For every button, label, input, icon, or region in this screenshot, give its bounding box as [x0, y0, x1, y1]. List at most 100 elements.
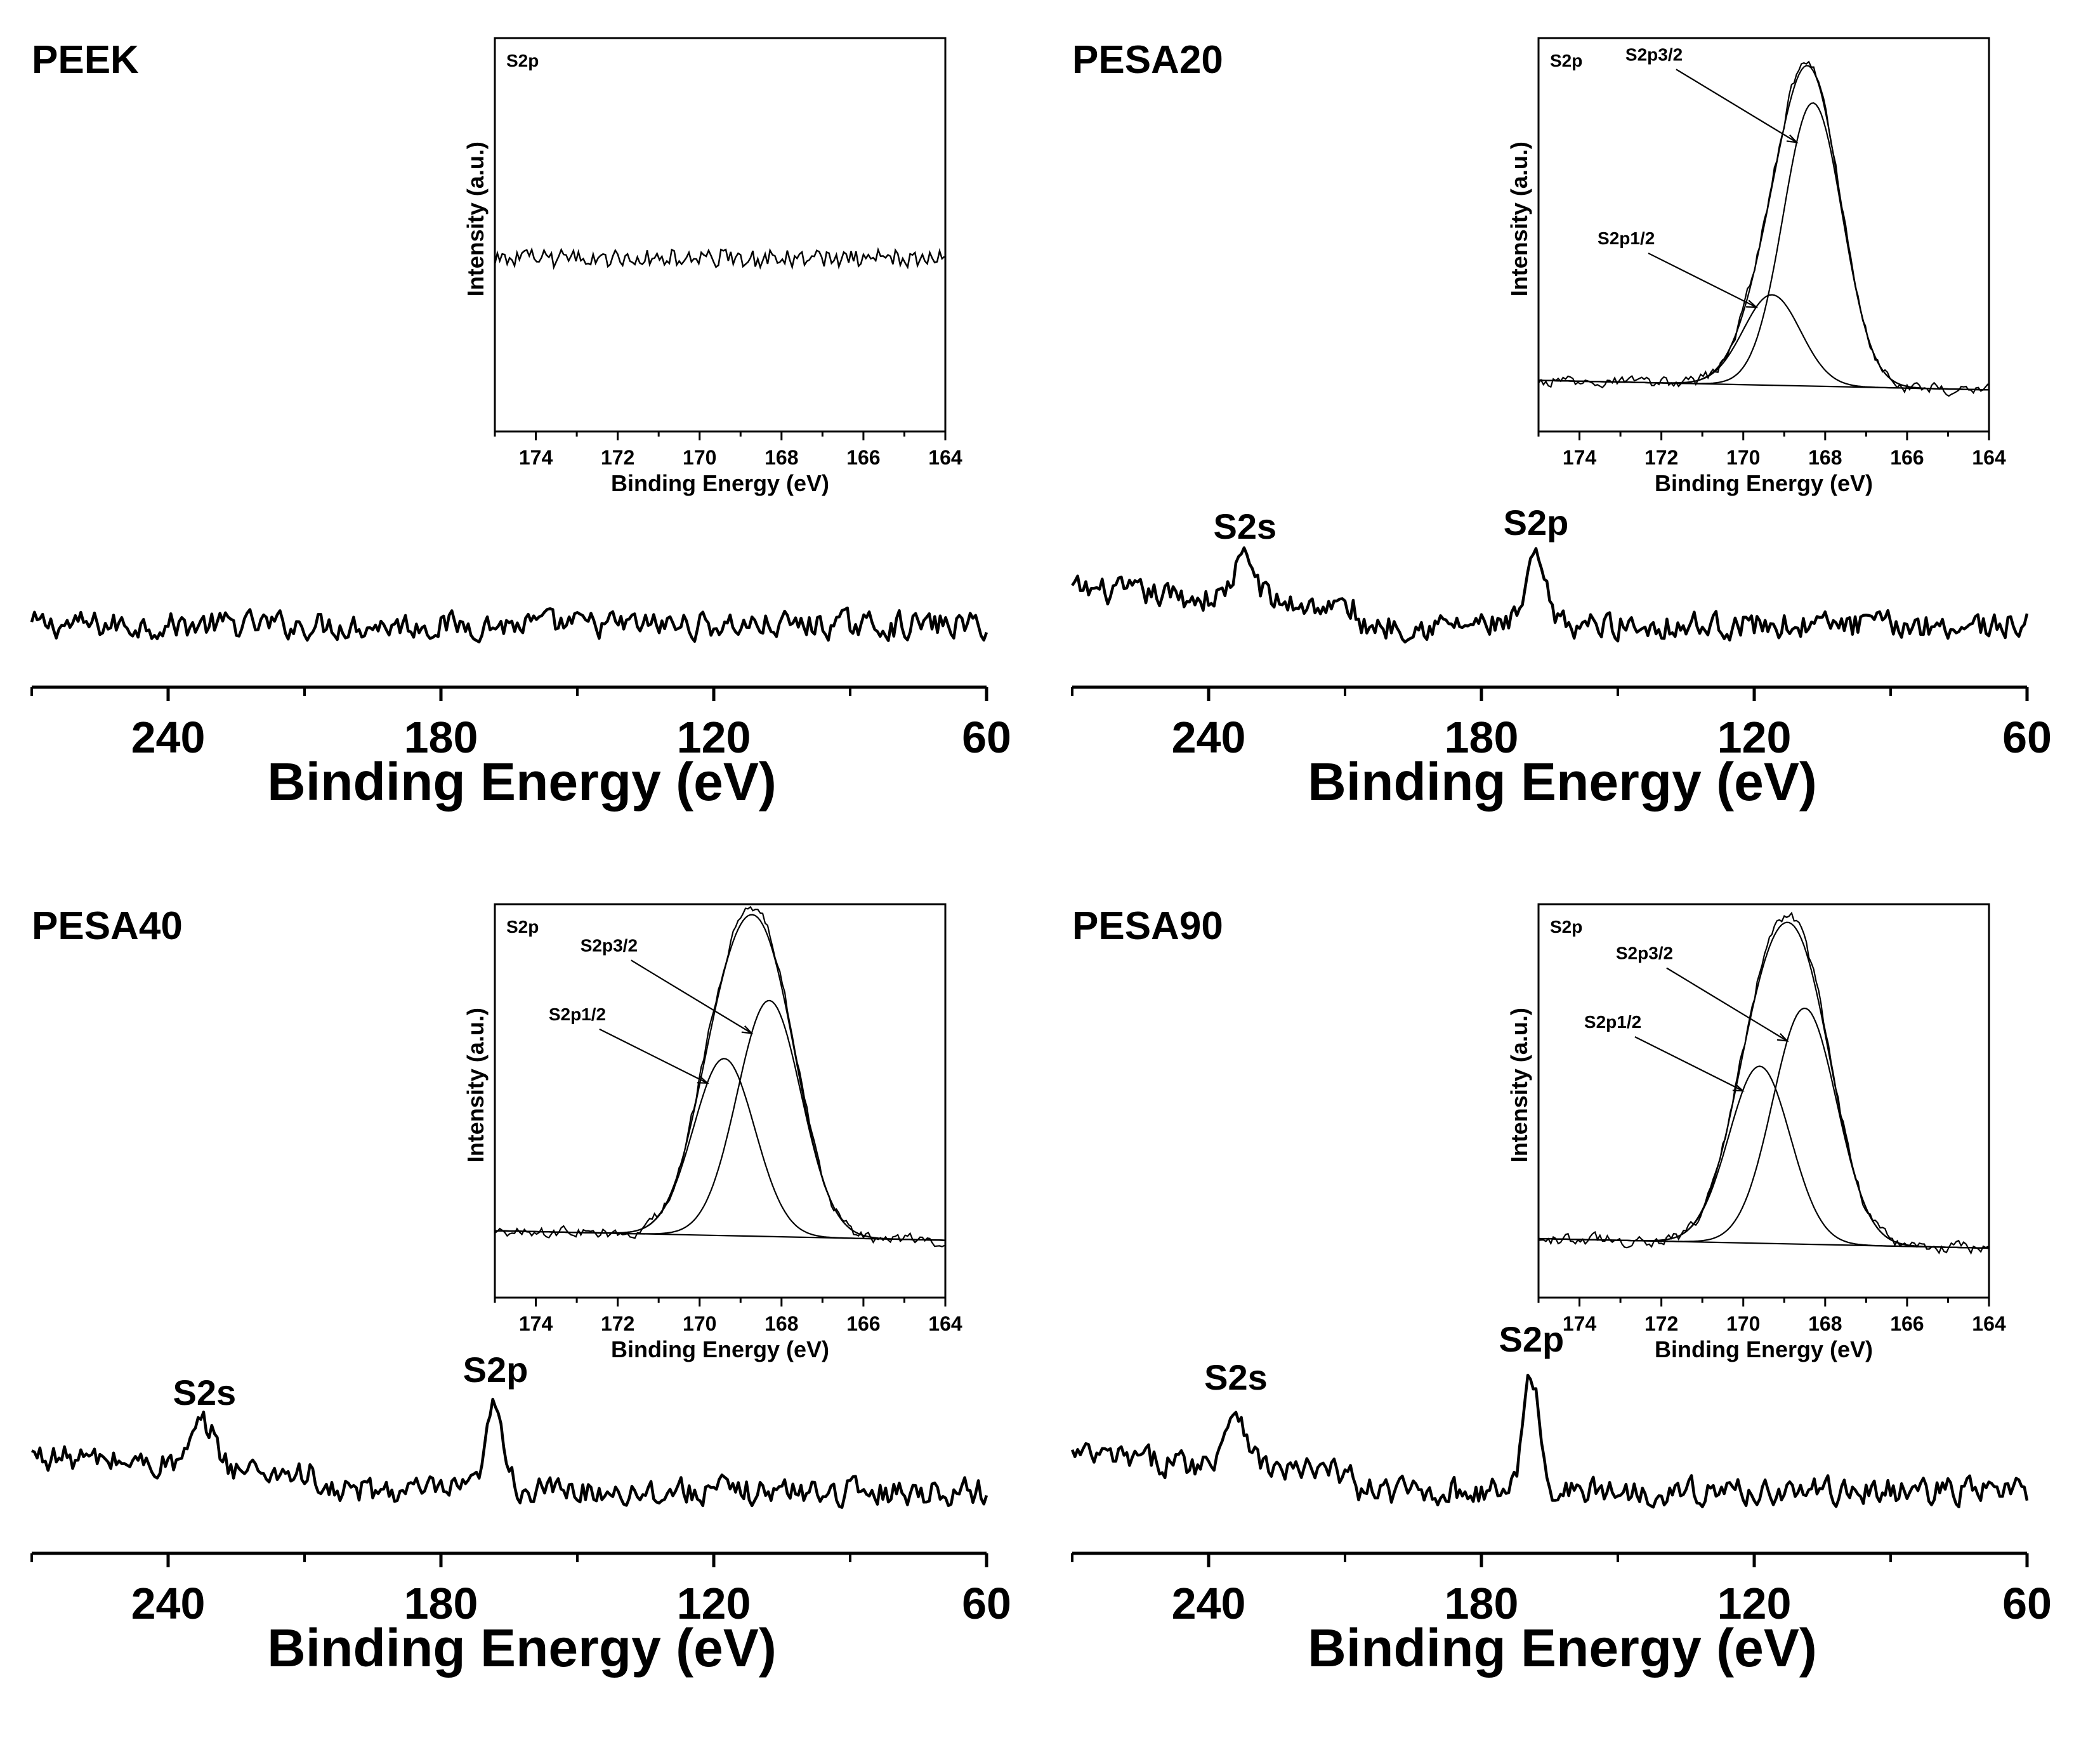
inset-arrowhead — [1746, 299, 1759, 308]
x-tick-label: 180 — [404, 713, 478, 762]
inset-label-s2p1-2: S2p1/2 — [1598, 228, 1655, 248]
inset-frame — [1537, 37, 1990, 433]
survey-line — [30, 1397, 988, 1509]
inset-component-s2p1-2 — [1538, 1065, 1988, 1249]
x-tick-label: 240 — [1172, 713, 1246, 762]
inset-y-axis-title: Intensity (a.u.) — [1506, 142, 1532, 296]
peak-label-s2p: S2p — [1504, 503, 1569, 543]
inset-component-s2p3-2 — [1538, 1007, 1988, 1249]
inset-x-tick-label: 172 — [601, 446, 634, 469]
inset-component-s2p1-2 — [494, 1058, 945, 1241]
inset-envelope — [1538, 921, 1988, 1249]
inset-label-s2p3-2: S2p3/2 — [581, 935, 638, 955]
x-tick-label: 240 — [131, 713, 206, 762]
inset-raw-line — [1538, 911, 1989, 1255]
inset-x-tick-label: 174 — [1563, 1312, 1597, 1335]
inset-arrowhead — [1776, 1033, 1789, 1042]
inset-x-tick-label: 174 — [519, 1312, 553, 1335]
peak-label-s2s: S2s — [1214, 506, 1277, 546]
x-tick-label: 240 — [1172, 1579, 1246, 1628]
panel-peek: PEEK 240 180 120 60 Binding Energy (eV) S2p 174… — [30, 37, 1011, 812]
inset-x-tick-label: 170 — [1726, 446, 1760, 469]
inset-label-s2p1-2: S2p1/2 — [549, 1004, 606, 1024]
x-tick-label: 120 — [1717, 1579, 1792, 1628]
inset-label-s2p1-2: S2p1/2 — [1584, 1012, 1641, 1032]
peak-label-s2s: S2s — [1204, 1357, 1268, 1397]
inset-x-tick-label: 170 — [1726, 1312, 1760, 1335]
x-axis-title: Binding Energy (eV) — [1308, 1618, 1817, 1678]
inset-x-tick-label: 172 — [601, 1312, 634, 1335]
inset-s2p: S2p 174 172 170 168 166 164 Binding Energy (eV)… — [463, 37, 962, 496]
inset-y-axis-title: Intensity (a.u.) — [463, 1008, 489, 1162]
inset-x-tick-label: 166 — [1890, 1312, 1924, 1335]
inset-label-s2p3-2: S2p3/2 — [1616, 943, 1673, 963]
x-tick-label: 60 — [962, 1579, 1011, 1628]
inset-raw-line — [494, 905, 945, 1247]
inset-x-tick-label: 172 — [1644, 446, 1678, 469]
inset-x-tick-label: 164 — [1972, 446, 2006, 469]
inset-title: S2p — [1550, 51, 1582, 70]
inset-arrow-line — [631, 959, 752, 1034]
inset-arrowhead — [1786, 134, 1799, 143]
peak-label-s2p: S2p — [1499, 1319, 1564, 1359]
inset-x-tick-label: 174 — [1563, 446, 1597, 469]
inset-x-tick-label: 166 — [846, 446, 880, 469]
inset-title: S2p — [506, 917, 539, 937]
inset-label-s2p3-2: S2p3/2 — [1625, 44, 1683, 64]
inset-component-s2p3-2 — [494, 999, 945, 1241]
inset-raw-line — [1538, 60, 1989, 397]
inset-x-tick-label: 168 — [765, 446, 798, 469]
inset-y-axis-title: Intensity (a.u.) — [463, 142, 489, 296]
inset-frame — [494, 903, 947, 1299]
inset-envelope — [494, 914, 945, 1241]
inset-x-tick-label: 164 — [1972, 1312, 2006, 1335]
inset-x-tick-label: 168 — [765, 1312, 798, 1335]
panel-title: PESA40 — [32, 904, 183, 948]
inset-x-axis-title: Binding Energy (eV) — [611, 1336, 829, 1362]
x-axis-title: Binding Energy (eV) — [1308, 752, 1817, 812]
inset-title: S2p — [506, 51, 539, 70]
inset-x-tick-label: 168 — [1808, 1312, 1842, 1335]
inset-arrowhead — [1732, 1083, 1745, 1092]
inset-x-tick-label: 172 — [1644, 1312, 1678, 1335]
inset-x-axis-title: Binding Energy (eV) — [611, 470, 829, 496]
inset-x-tick-label: 166 — [846, 1312, 880, 1335]
inset-x-axis-title: Binding Energy (eV) — [1655, 1336, 1873, 1362]
x-tick-label: 120 — [677, 713, 751, 762]
inset-x-tick-label: 174 — [519, 446, 553, 469]
panel-pesa20: PESA20 240 180 120 60 Binding Energy (eV) S2s S… — [1071, 37, 2052, 812]
panel-pesa90: PESA90 240 180 120 60 Binding Energy (eV) S2s S… — [1070, 903, 2052, 1678]
panel-title: PESA20 — [1072, 38, 1223, 82]
peak-label-s2p: S2p — [463, 1350, 528, 1390]
x-tick-label: 180 — [404, 1579, 478, 1628]
x-tick-label: 60 — [962, 713, 1011, 762]
inset-frame — [1537, 903, 1990, 1299]
inset-frame — [494, 37, 947, 433]
inset-s2p: S2p 174 172 170 168 166 164 Binding Energy (eV)… — [1506, 903, 2006, 1362]
inset-arrowhead — [741, 1025, 754, 1034]
inset-s2p: S2p 174 172 170 168 166 164 Binding Energy (eV)… — [463, 903, 962, 1362]
x-axis-title: Binding Energy (eV) — [267, 1618, 777, 1678]
inset-arrow-line — [599, 1028, 708, 1084]
x-axis-title: Binding Energy (eV) — [267, 752, 777, 812]
inset-y-axis-title: Intensity (a.u.) — [1506, 1008, 1532, 1162]
x-tick-label: 120 — [677, 1579, 751, 1628]
panel-title: PESA90 — [1072, 904, 1223, 948]
inset-arrow-line — [1648, 253, 1757, 308]
inset-x-axis-title: Binding Energy (eV) — [1655, 470, 1873, 496]
survey-line — [1071, 546, 2029, 644]
inset-x-tick-label: 164 — [928, 446, 962, 469]
panel-pesa40: PESA40 240 180 120 60 Binding Energy (eV) S2s S… — [30, 903, 1011, 1678]
inset-x-tick-label: 168 — [1808, 446, 1842, 469]
inset-x-tick-label: 170 — [683, 446, 716, 469]
inset-raw-line — [494, 247, 945, 270]
inset-envelope — [1538, 65, 1988, 391]
inset-title: S2p — [1550, 917, 1582, 937]
inset-arrow-line — [1634, 1036, 1743, 1091]
panel-title: PEEK — [32, 38, 139, 82]
x-tick-label: 60 — [2002, 713, 2052, 762]
x-tick-label: 180 — [1445, 1579, 1519, 1628]
inset-arrow-line — [1676, 69, 1797, 143]
inset-component-s2p1-2 — [1538, 294, 1988, 391]
